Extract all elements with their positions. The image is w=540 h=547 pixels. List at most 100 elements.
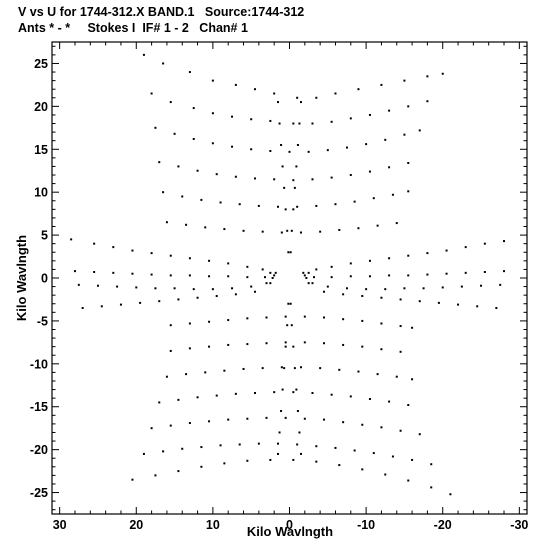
uv-point [407, 479, 410, 482]
uv-point [154, 126, 157, 129]
uv-point [261, 268, 264, 271]
uv-point [215, 295, 218, 298]
uv-point [177, 470, 180, 473]
uv-point [403, 133, 406, 136]
uv-point [298, 122, 301, 125]
uv-point [254, 290, 257, 293]
uv-point [380, 348, 383, 351]
uv-point [292, 345, 295, 348]
uv-point [476, 305, 479, 308]
uv-point [150, 252, 153, 255]
uv-point [154, 474, 157, 477]
uv-point [280, 231, 283, 234]
uv-point [422, 287, 425, 290]
uv-point [380, 83, 383, 86]
uv-point [322, 316, 325, 319]
uv-point [250, 285, 253, 288]
uv-point [150, 92, 153, 95]
uv-point [185, 373, 188, 376]
uv-point [445, 249, 448, 252]
uv-point [372, 197, 375, 200]
uv-point [315, 96, 318, 99]
uv-point [211, 112, 214, 115]
uv-point [200, 446, 203, 449]
uv-point [303, 315, 306, 318]
uv-point [273, 178, 276, 181]
uv-point [131, 478, 134, 481]
uv-point [188, 422, 191, 425]
uv-point [503, 270, 506, 273]
uv-point [315, 445, 318, 448]
plot-subtitle: Ants * - * Stokes I IF# 1 - 2 Chan# 1 [18, 21, 248, 35]
uv-point [269, 282, 272, 285]
uv-point [208, 259, 211, 262]
uv-point [380, 296, 383, 299]
uv-point [219, 444, 222, 447]
uv-point [265, 342, 268, 345]
uv-point [227, 262, 230, 265]
uv-point [223, 228, 226, 231]
uv-point [269, 271, 272, 274]
uv-point [319, 367, 322, 370]
y-tick-label: -20 [30, 443, 48, 457]
uv-point [273, 274, 276, 277]
uv-point [292, 391, 295, 394]
uv-point [326, 285, 329, 288]
uv-point [158, 161, 161, 164]
uv-point [254, 177, 257, 180]
uv-point [211, 79, 214, 82]
uv-point [286, 324, 289, 327]
uv-point [384, 288, 387, 291]
uv-point [376, 224, 379, 227]
uv-point [242, 367, 245, 370]
uv-point [219, 201, 222, 204]
uv-point [307, 271, 310, 274]
uv-point [142, 53, 145, 56]
uv-point [234, 392, 237, 395]
x-tick-label: -30 [510, 518, 528, 532]
uv-point [200, 198, 203, 201]
uv-point [265, 282, 268, 285]
uv-point [290, 229, 293, 232]
uv-point [223, 462, 226, 465]
uv-point [322, 418, 325, 421]
uv-point [299, 366, 302, 369]
uv-point [338, 368, 341, 371]
uv-point [349, 174, 352, 177]
uv-point [395, 222, 398, 225]
uv-point [299, 231, 302, 234]
uv-point [441, 72, 444, 75]
uv-point [293, 186, 296, 189]
uv-point [303, 417, 306, 420]
uv-point [289, 302, 292, 305]
uv-point [81, 307, 84, 310]
uv-point [154, 287, 157, 290]
uv-point [330, 120, 333, 123]
uv-point [349, 117, 352, 120]
axis-ticks [52, 42, 527, 514]
plot-frame [51, 41, 528, 515]
uv-point [269, 458, 272, 461]
uv-point [292, 179, 295, 182]
uv-point [464, 246, 467, 249]
uv-point [302, 271, 305, 274]
uv-point [192, 137, 195, 140]
uv-point [112, 271, 115, 274]
uv-point [361, 345, 364, 348]
uv-point [119, 303, 122, 306]
uv-point [281, 165, 284, 168]
uv-point [277, 442, 280, 445]
uv-point [227, 418, 230, 421]
y-tick-label: 0 [41, 272, 48, 286]
uv-point [284, 208, 287, 211]
uv-point [284, 416, 287, 419]
uv-point [388, 166, 391, 169]
uv-point [215, 394, 218, 397]
uv-point [281, 388, 284, 391]
uv-point [278, 122, 281, 125]
uv-point [349, 262, 352, 265]
uv-point [246, 276, 249, 279]
uv-point [271, 277, 274, 279]
uv-point [188, 274, 191, 277]
uv-point [380, 322, 383, 325]
